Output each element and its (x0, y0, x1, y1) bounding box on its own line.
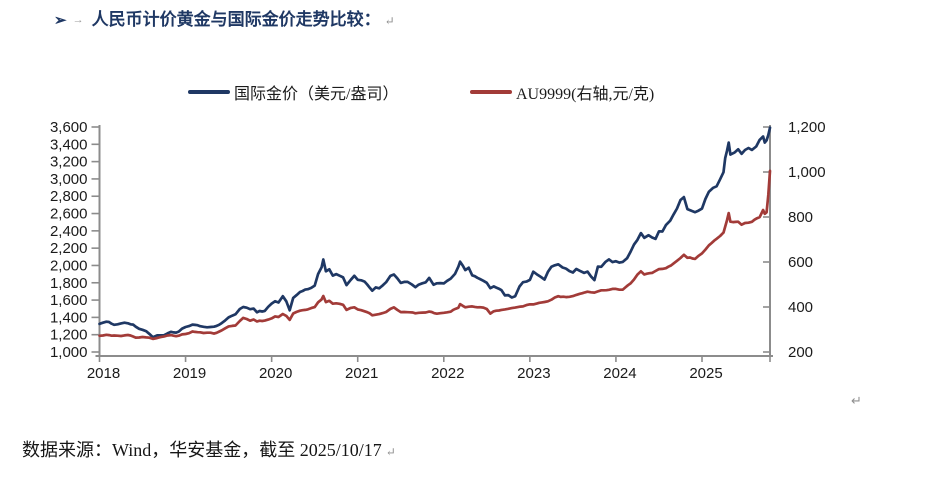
left-axis-tick-label: 3,400 (50, 136, 88, 153)
right-axis-tick-label: 400 (788, 299, 813, 316)
tab-mark-icon: → (72, 14, 84, 26)
x-axis-tick-label: 2021 (345, 365, 378, 382)
section-title-text: 人民币计价黄金与国际金价走势比较： (91, 10, 381, 29)
right-axis-tick-label: 200 (788, 344, 813, 361)
left-axis-tick-label: 2,200 (50, 240, 88, 257)
paragraph-mark-icon: ↵ (384, 14, 395, 28)
left-axis-tick-label: 2,800 (50, 188, 88, 205)
legend-label: AU9999(右轴,元/克) (516, 86, 655, 103)
left-axis-tick-label: 2,600 (50, 206, 88, 223)
x-axis-tick-label: 2025 (689, 365, 722, 382)
left-axis-tick-label: 3,200 (50, 154, 88, 171)
data-source-text: 数据来源：Wind，华安基金，截至 2025/10/17 (22, 440, 382, 460)
legend-item-international-gold[interactable]: 国际金价（美元/盎司） (188, 80, 398, 104)
left-axis-tick-label: 3,600 (50, 119, 88, 136)
left-axis-tick-label: 3,000 (50, 171, 88, 188)
legend-label: 国际金价（美元/盎司） (234, 86, 399, 103)
series-line-international-gold (98, 126, 772, 339)
arrow-bullet-icon: ➢ (54, 13, 67, 29)
x-axis-tick-label: 2022 (431, 365, 464, 382)
chart-legend: 国际金价（美元/盎司） AU9999(右轴,元/克) (0, 80, 933, 104)
left-axis-tick-label: 2,000 (50, 257, 88, 274)
left-axis-tick-label: 2,400 (50, 223, 88, 240)
series-line-au9999 (98, 169, 772, 341)
x-axis-tick-label: 2018 (87, 365, 120, 382)
legend-line-swatch-navy (188, 90, 230, 94)
right-axis-tick-label: 1,200 (788, 119, 826, 136)
right-axis-tick-label: 800 (788, 209, 813, 226)
right-axis-tick-label: 600 (788, 254, 813, 271)
left-axis-tick-label: 1,600 (50, 292, 88, 309)
x-axis-tick-label: 2020 (259, 365, 292, 382)
right-axis-tick-label: 1,000 (788, 164, 826, 181)
legend-line-swatch-red (470, 90, 512, 94)
x-axis-tick-label: 2024 (603, 365, 636, 382)
paragraph-mark-icon: ↵ (851, 393, 862, 408)
data-source-note: 数据来源：Wind，华安基金，截至 2025/10/17 ↵ (22, 436, 396, 462)
x-axis-tick-label: 2019 (173, 365, 206, 382)
x-axis-tick-label: 2023 (517, 365, 550, 382)
section-title: ➢ → 人民币计价黄金与国际金价走势比较： ↵ (54, 5, 395, 30)
left-axis-tick-label: 1,400 (50, 309, 88, 326)
left-axis-tick-label: 1,000 (50, 344, 88, 361)
legend-item-au9999[interactable]: AU9999(右轴,元/克) (470, 80, 654, 104)
paragraph-mark-icon: ↵ (385, 445, 396, 459)
left-axis-tick-label: 1,200 (50, 327, 88, 344)
left-axis-tick-label: 1,800 (50, 275, 88, 292)
